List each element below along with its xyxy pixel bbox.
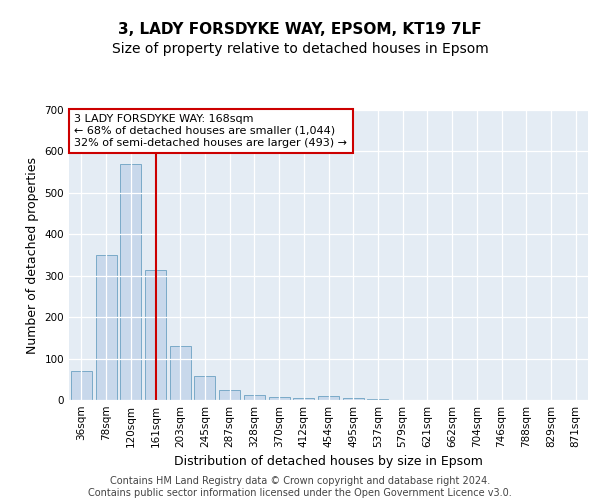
Bar (194, 376, 215, 400)
Bar (367, 399, 388, 400)
Bar (71, 371, 92, 400)
Bar (293, 398, 314, 400)
Text: 3, LADY FORSDYKE WAY, EPSOM, KT19 7LF: 3, LADY FORSDYKE WAY, EPSOM, KT19 7LF (118, 22, 482, 38)
Bar (145, 270, 166, 400)
Bar (170, 346, 191, 400)
Text: Contains HM Land Registry data © Crown copyright and database right 2024.
Contai: Contains HM Land Registry data © Crown c… (88, 476, 512, 498)
Bar (244, 394, 265, 400)
Bar (318, 396, 339, 400)
Text: 3 LADY FORSDYKE WAY: 168sqm
← 68% of detached houses are smaller (1,044)
32% of : 3 LADY FORSDYKE WAY: 168sqm ← 68% of det… (74, 114, 347, 148)
Bar (269, 397, 290, 400)
X-axis label: Distribution of detached houses by size in Epsom: Distribution of detached houses by size … (174, 456, 483, 468)
Y-axis label: Number of detached properties: Number of detached properties (26, 156, 39, 354)
Text: Size of property relative to detached houses in Epsom: Size of property relative to detached ho… (112, 42, 488, 56)
Bar (343, 398, 364, 400)
Bar (219, 390, 240, 400)
Bar (95, 255, 116, 400)
Bar (120, 164, 141, 400)
